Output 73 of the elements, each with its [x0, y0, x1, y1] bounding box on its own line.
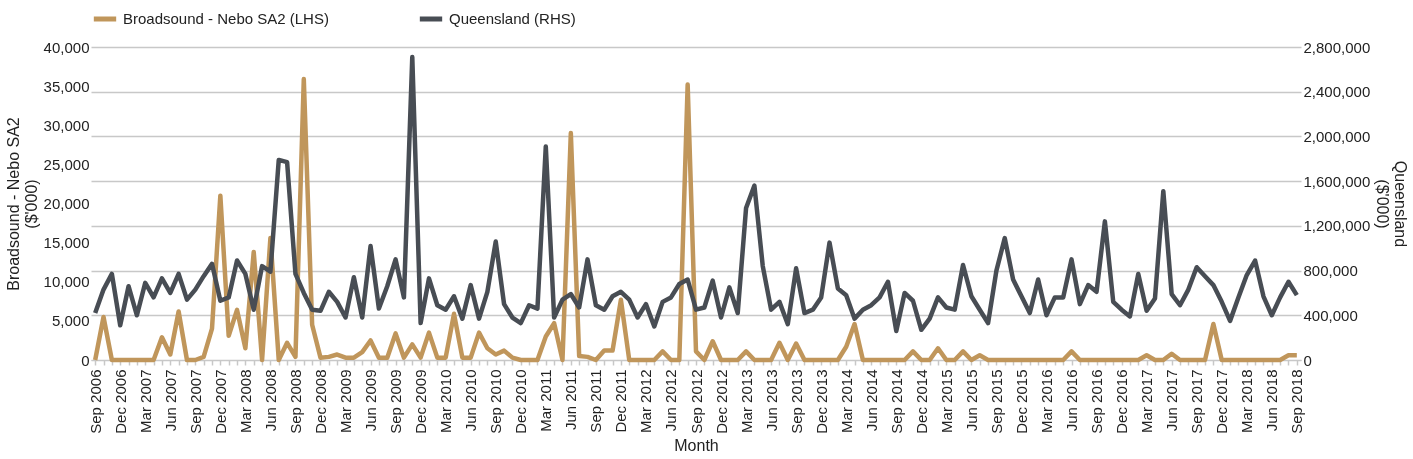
x-tick-label: Sep 2015: [987, 369, 1005, 434]
x-tick-label: Sep 2008: [286, 369, 304, 434]
x-tick-label: Sep 2016: [1088, 369, 1106, 434]
x-tick-label: Sep 2012: [687, 369, 705, 434]
x-tick-label: Dec 2017: [1213, 369, 1231, 434]
y-axis-title: Broadsound - Nebo SA2 ($'000): [4, 117, 40, 291]
y2-tick-label: 2,000,000: [1303, 127, 1371, 145]
x-tick-label: Jun 2018: [1263, 369, 1281, 432]
x-tick-label: Mar 2007: [136, 369, 154, 433]
y-tick-label: 35,000: [43, 77, 90, 95]
x-tick-label: Mar 2012: [637, 369, 655, 433]
x-tick-label: Sep 2014: [887, 369, 905, 434]
x-tick-label: Jun 2016: [1063, 369, 1081, 432]
legend-label: Broadsound - Nebo SA2 (LHS): [123, 10, 329, 27]
x-tick-label: Jun 2015: [962, 369, 980, 432]
x-tick-label: Mar 2010: [437, 369, 455, 433]
y-tick-label: 30,000: [43, 116, 90, 134]
y-tick-label: 25,000: [43, 155, 90, 173]
x-tick-label: Jun 2011: [562, 369, 580, 431]
x-tick-label: Sep 2009: [387, 369, 405, 434]
y-tick-label: 15,000: [43, 234, 90, 252]
y2-tick-label: 1,600,000: [1303, 172, 1371, 190]
x-tick-label: Dec 2016: [1113, 369, 1131, 434]
x-tick-label: Dec 2014: [912, 369, 930, 434]
x-tick-label: Mar 2008: [236, 369, 254, 433]
y-tick-label: 40,000: [43, 38, 90, 56]
y-tick-label: 10,000: [43, 273, 90, 291]
x-tick-label: Dec 2009: [412, 369, 430, 434]
x-tick-label: Mar 2011: [537, 369, 555, 432]
y2-tick-label: 400,000: [1303, 306, 1358, 324]
x-tick-label: Mar 2013: [737, 369, 755, 433]
x-tick-label: Mar 2015: [937, 369, 955, 433]
x-tick-label: Mar 2016: [1037, 369, 1055, 433]
legend-label: Queensland (RHS): [449, 10, 576, 27]
x-tick-label: Dec 2015: [1012, 369, 1030, 434]
x-tick-label: Dec 2006: [111, 369, 129, 434]
x-tick-label: Mar 2014: [837, 369, 855, 433]
x-tick-label: Jun 2009: [362, 369, 380, 432]
x-tick-label: Dec 2007: [211, 369, 229, 434]
x-tick-label: Sep 2011: [587, 369, 605, 433]
y2-tick-label: 800,000: [1303, 262, 1358, 280]
line-series: [92, 54, 1300, 334]
x-tick-label: Sep 2017: [1188, 369, 1206, 434]
x-tick-label: Jun 2013: [762, 369, 780, 432]
x-tick-label: Mar 2017: [1138, 369, 1156, 433]
y-tick-label: 0: [81, 351, 90, 369]
y2-axis-title: Queensland ($'000): [1374, 160, 1410, 248]
y2-tick-label: 1,200,000: [1303, 217, 1371, 235]
x-tick-label: Sep 2006: [86, 369, 104, 434]
x-tick-label: Dec 2010: [512, 369, 530, 434]
x-tick-label: Sep 2007: [186, 369, 204, 434]
y2-tick-label: 2,800,000: [1303, 38, 1371, 56]
x-tick-label: Jun 2007: [161, 369, 179, 432]
x-tick-label: Mar 2009: [337, 369, 355, 433]
x-tick-label: Jun 2014: [862, 369, 880, 432]
x-tick-label: Jun 2010: [462, 369, 480, 432]
x-axis-title: Month: [674, 436, 719, 454]
x-tick-label: Dec 2011: [612, 369, 630, 433]
x-tick-label: Jun 2008: [261, 369, 279, 432]
x-tick-label: Dec 2008: [311, 369, 329, 434]
x-tick-label: Dec 2012: [712, 369, 730, 434]
x-tick-label: Sep 2010: [487, 369, 505, 434]
y2-tick-label: 0: [1303, 351, 1312, 369]
line-series: [92, 76, 1300, 363]
x-tick-label: Sep 2013: [787, 369, 805, 434]
x-tick-label: Dec 2013: [812, 369, 830, 434]
y-tick-label: 20,000: [43, 195, 90, 212]
x-tick-label: Jun 2017: [1163, 369, 1181, 432]
y2-tick-label: 2,400,000: [1303, 83, 1371, 101]
x-tick-label: Mar 2018: [1238, 369, 1256, 433]
x-tick-label: Sep 2018: [1288, 369, 1306, 434]
y-tick-label: 5,000: [51, 312, 90, 330]
x-tick-label: Jun 2012: [662, 369, 680, 432]
